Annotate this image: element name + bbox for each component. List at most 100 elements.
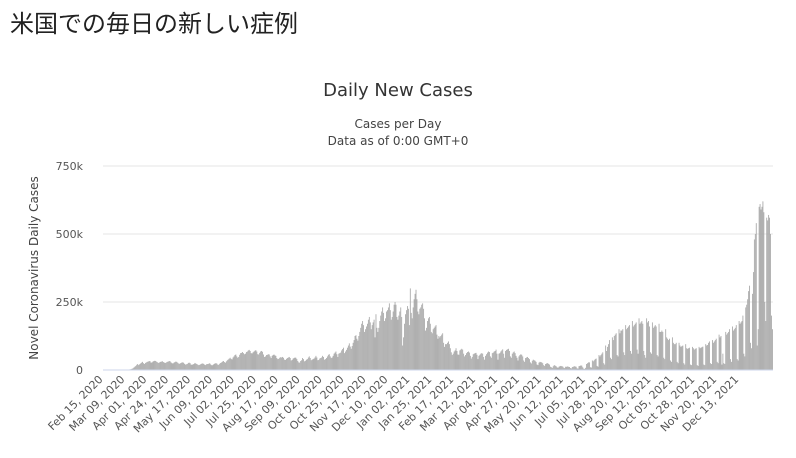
bar [333,353,335,370]
bar [643,350,645,370]
bar [149,361,151,370]
bar [580,365,582,370]
bar [558,366,560,370]
bar [161,361,162,370]
bar [585,367,587,370]
bar [329,356,331,370]
bar [527,356,528,370]
bar [722,353,724,370]
bar [285,359,286,370]
bar [731,361,732,370]
bar [245,352,247,370]
bar [246,351,248,370]
bar [299,362,301,370]
bar [515,355,517,370]
bar [311,359,313,370]
bar [376,327,378,370]
bar [752,293,753,370]
bar [453,351,455,370]
bar [344,353,345,370]
bar [302,358,303,370]
bar [357,340,359,370]
bar [665,329,667,370]
bar [418,314,420,370]
bar [493,351,495,370]
bar [156,361,158,370]
bar [383,312,385,370]
bar [208,363,210,370]
bar [265,355,267,370]
bar [343,347,344,370]
bar [238,356,240,370]
bar [672,342,674,370]
bar [400,307,402,370]
bar [573,366,575,370]
bar [660,331,662,370]
bar [749,285,750,370]
bar [471,356,473,370]
bar [157,362,159,370]
bar [685,344,687,370]
bar [406,310,407,370]
bar [606,350,608,370]
bar [445,344,446,370]
bar [568,366,569,370]
bar [653,326,655,370]
bar [373,319,375,370]
bar [504,357,506,370]
bar [175,361,177,370]
bar [584,368,586,370]
bar [651,322,653,370]
bar [232,357,234,370]
bar [461,348,463,370]
bar [245,353,246,370]
bar [354,336,356,370]
bar [209,363,211,370]
bar [290,360,292,370]
bar [701,347,703,370]
bar [655,326,657,370]
bar [650,352,651,370]
bar [433,327,435,370]
bar [679,345,681,370]
bar [485,355,486,370]
bar [359,331,361,370]
bar [314,357,316,370]
bar [434,326,436,370]
bar [252,352,254,370]
bar [752,272,754,370]
bar [292,358,294,370]
bar [171,363,173,370]
bar [278,358,280,370]
bar [457,354,459,370]
bar [696,365,698,370]
bar [346,349,347,370]
bar [640,322,642,370]
bar [620,330,622,370]
bar [604,364,606,370]
bar [356,338,358,370]
bar [697,365,699,370]
bar [322,355,324,370]
bar [769,217,770,370]
bar [321,357,323,370]
bar [552,366,554,370]
bar [509,350,510,370]
bar [637,353,639,370]
bar [441,334,443,370]
bar [274,355,276,370]
bar [513,351,515,370]
bar [754,234,756,370]
bar [137,364,139,370]
bar [520,354,522,370]
bar [140,363,141,370]
bar [466,353,467,370]
bar [501,350,503,370]
bar [465,355,466,370]
bar [732,330,734,370]
bar [363,325,364,370]
bar [651,353,652,370]
bar [602,352,604,370]
bar [190,364,192,370]
